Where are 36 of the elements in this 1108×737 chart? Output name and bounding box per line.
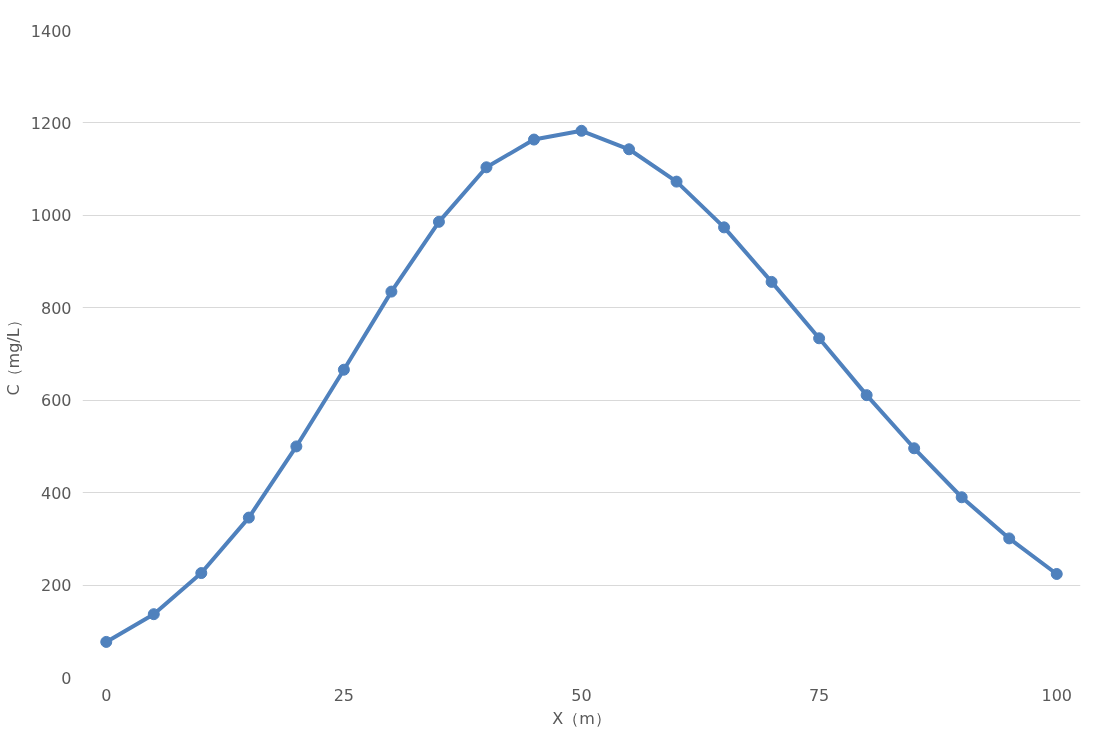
y-tick-label: 0 bbox=[61, 668, 72, 688]
y-tick-label: 1000 bbox=[30, 206, 72, 226]
point bbox=[242, 511, 255, 524]
point bbox=[955, 491, 968, 504]
point bbox=[1003, 532, 1016, 545]
y-tick-label: 200 bbox=[40, 576, 72, 596]
point bbox=[1050, 567, 1063, 580]
point bbox=[527, 133, 540, 146]
x-tick-label: 100 bbox=[1041, 685, 1073, 705]
y-axis-title: C（mg/L） bbox=[3, 312, 23, 396]
x-tick-label: 25 bbox=[333, 685, 355, 705]
x-tick-label: 0 bbox=[101, 685, 112, 705]
point bbox=[575, 124, 588, 137]
point bbox=[813, 332, 826, 345]
point bbox=[147, 608, 160, 621]
point bbox=[718, 221, 731, 234]
point bbox=[860, 389, 873, 402]
point bbox=[480, 161, 493, 174]
x-tick-label: 50 bbox=[571, 685, 592, 705]
point bbox=[290, 440, 303, 453]
y-tick-label: 600 bbox=[40, 391, 72, 411]
point bbox=[623, 143, 636, 156]
y-tick-label: 1200 bbox=[30, 113, 72, 133]
x-axis-title: X（m） bbox=[552, 708, 611, 728]
x-tick-label: 75 bbox=[808, 685, 830, 705]
point bbox=[337, 363, 350, 376]
y-tick-label: 800 bbox=[40, 298, 72, 318]
y-tick-label: 400 bbox=[40, 483, 72, 503]
point bbox=[385, 285, 398, 298]
point bbox=[765, 275, 778, 288]
point bbox=[195, 567, 208, 580]
y-tick-label: 1400 bbox=[30, 21, 72, 41]
point bbox=[100, 635, 113, 648]
point bbox=[670, 175, 683, 188]
point bbox=[432, 215, 445, 228]
point bbox=[908, 442, 921, 455]
